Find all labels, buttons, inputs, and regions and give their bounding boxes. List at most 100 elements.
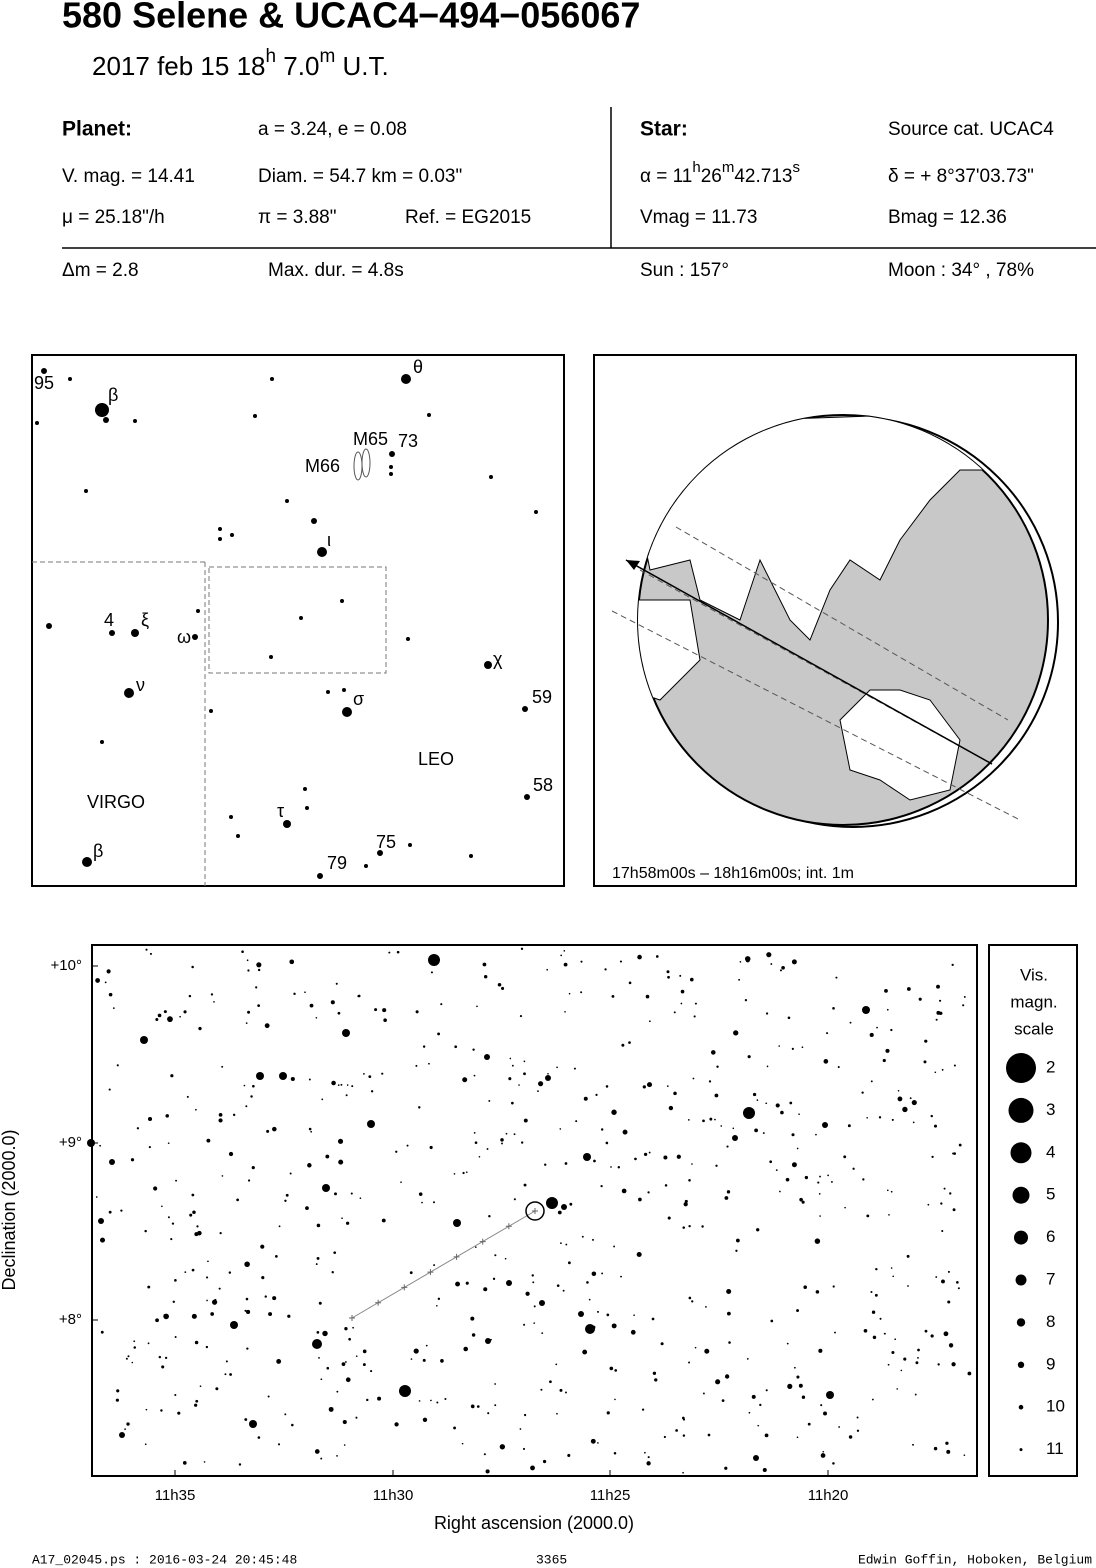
star [382,1008,387,1013]
star [501,1142,503,1145]
star [418,1192,423,1196]
star [743,1107,755,1119]
star [192,634,198,640]
star [124,688,134,698]
star [189,1213,193,1217]
star [588,1298,591,1301]
star [663,1435,666,1439]
star [342,1029,350,1037]
star [564,1162,568,1165]
star [325,1154,330,1159]
star [756,1228,760,1232]
star [826,1032,829,1035]
star [331,1271,334,1274]
star [100,1330,104,1334]
star [600,1128,604,1131]
star [715,1379,721,1385]
star [560,1242,562,1245]
star [597,1442,599,1444]
star [289,1172,292,1175]
star [199,1385,202,1388]
star [522,706,528,712]
star [348,1337,351,1341]
star [691,1163,693,1165]
star [766,952,772,958]
star [692,1077,695,1080]
star [724,1466,728,1470]
star [221,1065,224,1068]
star [856,1429,860,1432]
star [617,1166,621,1169]
star [161,1365,165,1369]
path-tick [532,1208,538,1214]
star [158,1355,162,1359]
star [210,1312,214,1316]
star [236,834,240,838]
star [422,1417,428,1422]
star [494,1383,496,1385]
star [413,1348,419,1354]
star [693,1015,696,1018]
star-label: 58 [533,775,553,795]
path-tick [427,1269,434,1276]
scale-dot [1012,1186,1030,1204]
star [115,1398,119,1402]
star [710,1050,716,1055]
star [337,1084,340,1086]
star [583,1153,591,1161]
star [531,1274,534,1277]
star [565,1243,568,1246]
star [927,1203,930,1206]
star [668,1105,674,1111]
star [501,986,505,990]
star [838,1426,841,1428]
star [544,1163,547,1166]
star [534,510,538,514]
star [870,1290,873,1293]
star [283,820,291,828]
star [590,1438,596,1444]
star [963,1454,966,1456]
star [586,1281,589,1284]
path-tick [479,1238,486,1245]
star-label: τ [277,801,284,821]
star [245,1022,248,1024]
star [946,1449,951,1454]
info-cell: Moon : 34° , 78% [888,260,1034,281]
arrow [626,560,640,570]
star [688,1361,691,1364]
info-cell: δ = + 8°37'03.73" [888,166,1034,187]
star [770,1319,774,1323]
star [484,661,492,669]
star [408,843,412,847]
star [144,1443,147,1446]
star [140,1036,148,1044]
star [667,975,670,979]
star [791,1047,794,1051]
star [871,1398,874,1401]
x-axis-label: Right ascension (2000.0) [434,1513,634,1533]
star [887,1363,890,1366]
star [765,1389,768,1392]
star [264,1023,270,1029]
star [779,1190,781,1193]
star [728,1341,731,1344]
star [882,1058,886,1063]
star [266,1129,270,1133]
star [822,1122,828,1128]
chart-frame [91,944,978,1477]
star [724,1196,729,1200]
star [789,1101,793,1105]
star [155,1018,159,1022]
star [461,1442,464,1445]
star [174,1393,177,1397]
star [807,1422,811,1426]
star [284,1199,287,1202]
star [896,1388,899,1390]
star [835,976,838,979]
star [335,982,338,985]
star [485,1338,491,1344]
star [333,1251,337,1255]
star [257,968,261,972]
star [866,1214,870,1218]
